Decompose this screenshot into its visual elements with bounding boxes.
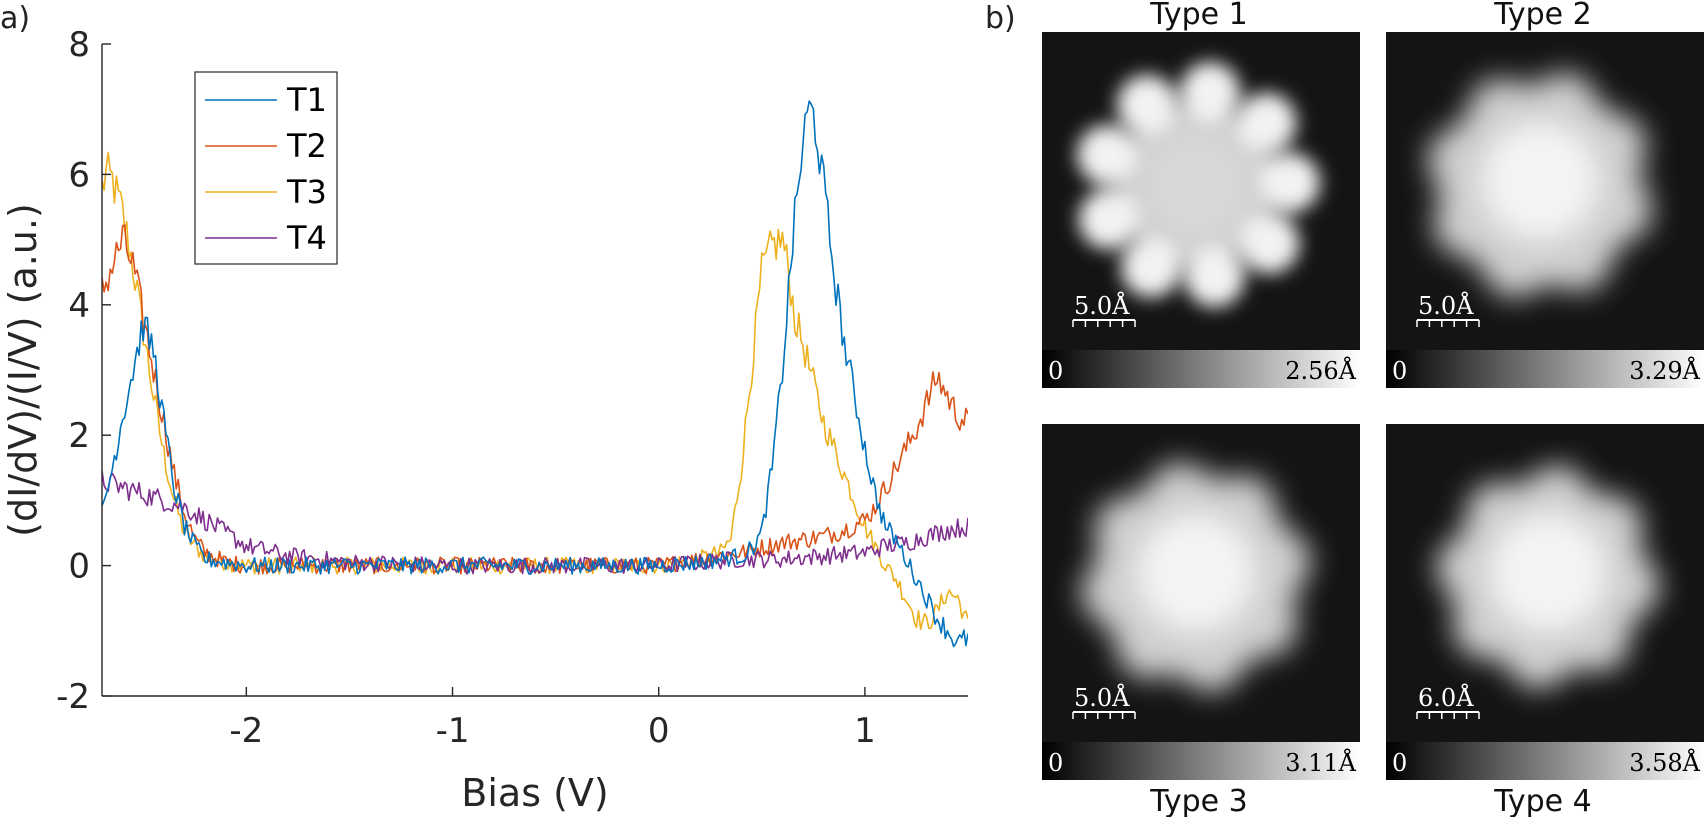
colorbar-max-label: 3.11Å xyxy=(1285,748,1356,777)
series-line-t3 xyxy=(102,151,968,631)
colorbar xyxy=(1386,350,1704,388)
axes xyxy=(101,43,968,697)
y-axis-label: (dI/dV)/(I/V) (a.u.) xyxy=(1,203,45,537)
series-line-t4 xyxy=(102,470,968,575)
scale-bar-label: 5.0Å xyxy=(1418,291,1474,320)
scale-bar-label: 5.0Å xyxy=(1074,291,1130,320)
colorbar-min-label: 0 xyxy=(1048,749,1063,777)
x-tick-label: 1 xyxy=(854,711,876,751)
panel-b-label: b) xyxy=(985,1,1016,36)
x-axis-label: Bias (V) xyxy=(461,771,608,815)
molecule-blob xyxy=(1427,72,1653,298)
y-tick-label: 8 xyxy=(68,25,90,65)
x-tick-label: 0 xyxy=(648,711,670,751)
colorbar-min-label: 0 xyxy=(1392,749,1407,777)
stm-image-title: Type 2 xyxy=(1493,0,1592,32)
colorbar-min-label: 0 xyxy=(1048,357,1063,385)
y-tick-label: 6 xyxy=(68,155,90,195)
stm-image-1: 5.0Å 0 2.56Å Type 1 xyxy=(1042,0,1360,388)
colorbar-max-label: 3.58Å xyxy=(1629,748,1700,777)
stm-image-title: Type 3 xyxy=(1149,784,1248,817)
y-tick-label: 0 xyxy=(68,547,90,587)
stm-image-grid: 5.0Å 0 2.56Å Type 1 5.0Å 0 3.29Å Type 2 5.0Å 0 3.1… xyxy=(1042,0,1704,817)
series-layer xyxy=(102,100,968,648)
molecule-blob xyxy=(1436,465,1660,689)
stm-image-4: 6.0Å 0 3.58Å Type 4 xyxy=(1386,424,1704,817)
stm-image-3: 5.0Å 0 3.11Å Type 3 xyxy=(1042,424,1360,817)
colorbar-max-label: 2.56Å xyxy=(1285,356,1356,385)
x-tick-label: -1 xyxy=(436,711,470,751)
legend-label-t2: T2 xyxy=(286,127,327,165)
scale-bar-label: 5.0Å xyxy=(1074,683,1130,712)
colorbar xyxy=(1042,350,1360,388)
legend-box xyxy=(194,71,338,265)
legend-label-t3: T3 xyxy=(286,173,327,211)
y-tick-label: 4 xyxy=(68,286,90,326)
y-tick-label: 2 xyxy=(68,416,90,456)
series-line-t1 xyxy=(102,100,968,648)
line-chart: -2 0 2 4 6 8 -2 -1 0 1 Bias (V) (dI/dV)/(I/V) (a.… xyxy=(1,25,968,815)
x-tick-label: -2 xyxy=(229,711,263,751)
legend-label-t4: T4 xyxy=(286,219,327,257)
series-line-t2 xyxy=(102,224,968,575)
colorbar-max-label: 3.29Å xyxy=(1629,356,1700,385)
molecule-blob xyxy=(1081,462,1311,692)
colorbar-min-label: 0 xyxy=(1392,357,1407,385)
stm-image-title: Type 4 xyxy=(1493,784,1592,817)
scale-bar-label: 6.0Å xyxy=(1418,683,1474,712)
colorbar xyxy=(1042,742,1360,780)
legend-label-t1: T1 xyxy=(286,81,327,119)
stm-image-2: 5.0Å 0 3.29Å Type 2 xyxy=(1386,0,1704,388)
molecule-blob xyxy=(1076,62,1320,308)
colorbar xyxy=(1386,742,1704,780)
y-tick-label: -2 xyxy=(56,677,90,717)
legend: T1 T2 T3 T4 xyxy=(194,71,338,265)
panel-a-label: a) xyxy=(0,1,30,36)
tick-labels: -2 0 2 4 6 8 -2 -1 0 1 xyxy=(56,25,876,751)
stm-image-title: Type 1 xyxy=(1149,0,1248,32)
